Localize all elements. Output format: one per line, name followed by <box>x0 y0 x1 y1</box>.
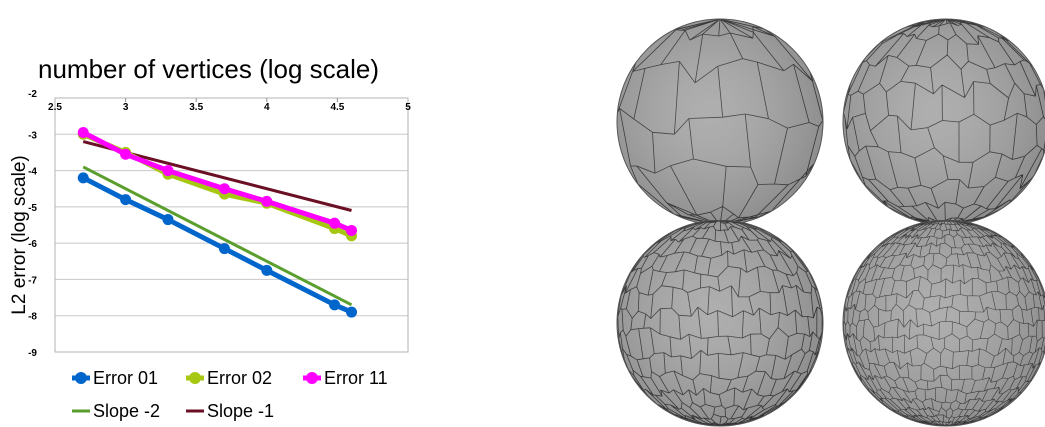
sphere-shading <box>843 220 1045 426</box>
legend-marker <box>75 372 87 384</box>
sphere-shading <box>617 220 823 426</box>
x-tick-label: 4.5 <box>330 102 344 113</box>
legend-label: Error 11 <box>324 368 388 388</box>
legend-marker <box>189 372 201 384</box>
y-axis-tick-labels: -2 -3 -4 -5 -6 -7 -8 -9 <box>28 89 37 359</box>
legend-marker <box>306 372 318 384</box>
sphere-shading <box>617 19 823 225</box>
data-point <box>120 194 132 206</box>
chart-legend: Error 01 Error 02 Error 11 Slope -2 Slope -1 <box>72 368 388 421</box>
sphere-mesh-medium <box>842 18 1045 225</box>
legend-label: Error 01 <box>93 368 158 388</box>
plot-area-frame <box>54 97 409 353</box>
sphere-mesh-finest <box>842 220 1045 427</box>
legend-label: Slope -1 <box>207 401 274 421</box>
series-error-01 <box>77 172 358 318</box>
legend-item-slope--1: Slope -1 <box>186 401 274 421</box>
data-point <box>329 299 341 311</box>
data-point <box>329 217 341 229</box>
sphere-shading <box>843 19 1045 225</box>
data-point <box>162 214 174 226</box>
data-point <box>346 306 358 318</box>
y-tick-label: -3 <box>28 130 37 141</box>
x-tick-label: 4 <box>264 102 270 113</box>
sphere-outline <box>842 18 1045 225</box>
data-point <box>261 264 273 276</box>
y-axis-label: L2 error (log scale) <box>9 155 30 314</box>
chart-series <box>77 126 358 318</box>
data-point <box>261 195 273 207</box>
legend-item-error-01: Error 01 <box>72 368 158 388</box>
y-tick-label: -7 <box>28 275 37 286</box>
x-axis-tick-labels: 2.5 3 3.5 4 4.5 5 <box>48 102 411 113</box>
y-tick-label: -4 <box>28 167 37 178</box>
sphere-mesh-coarse <box>616 18 824 225</box>
data-point <box>218 243 230 255</box>
x-tick-label: 3 <box>123 102 129 113</box>
y-tick-label: -2 <box>28 89 37 100</box>
series-line <box>82 130 353 233</box>
data-point <box>346 224 358 236</box>
data-point <box>77 126 89 138</box>
legend-item-slope--2: Slope -2 <box>72 401 160 421</box>
legend-label: Error 02 <box>207 368 272 388</box>
sphere-outline <box>616 18 824 225</box>
data-point <box>120 148 132 160</box>
series-slope--2 <box>82 165 353 307</box>
y-tick-label: -6 <box>28 239 37 250</box>
legend-label: Slope -2 <box>93 401 160 421</box>
y-tick-label: -5 <box>28 203 37 214</box>
legend-item-error-11: Error 11 <box>303 368 388 388</box>
y-tick-label: -9 <box>28 348 37 359</box>
data-point <box>77 172 89 184</box>
sphere-mesh-fine <box>616 220 824 427</box>
data-point <box>162 165 174 177</box>
sphere-outline <box>842 220 1045 427</box>
x-tick-label: 3.5 <box>189 102 203 113</box>
series-line <box>82 165 353 307</box>
sphere-outline <box>616 220 824 427</box>
data-point <box>218 183 230 195</box>
convergence-chart: 2.5 3 3.5 4 4.5 5 -2 -3 -4 -5 -6 -7 -8 -9 number of … <box>9 54 411 421</box>
y-tick-label: -8 <box>28 312 37 323</box>
x-tick-label: 5 <box>405 102 411 113</box>
x-tick-label: 2.5 <box>48 102 62 113</box>
series-error-11 <box>77 126 358 236</box>
chart-title: number of vertices (log scale) <box>38 54 379 84</box>
legend-item-error-02: Error 02 <box>186 368 272 388</box>
